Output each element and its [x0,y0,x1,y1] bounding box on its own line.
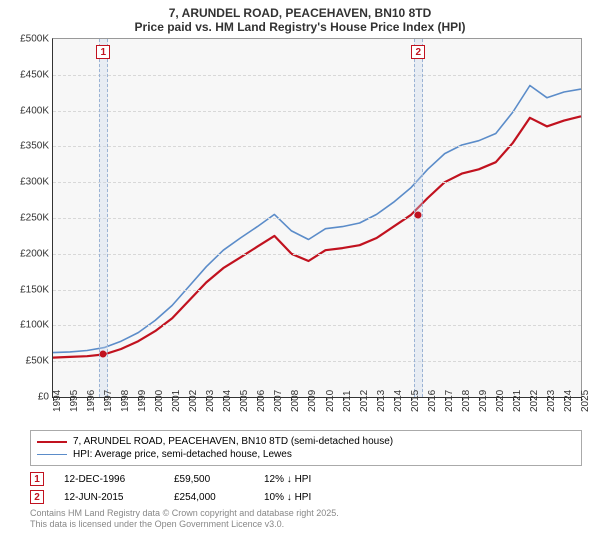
y-axis-label: £0 [11,392,49,403]
attribution-line1: Contains HM Land Registry data © Crown c… [30,508,582,519]
chart-title-line1: 7, ARUNDEL ROAD, PEACEHAVEN, BN10 8TD [10,6,590,20]
highlight-band [99,39,108,397]
chart-title-line2: Price paid vs. HM Land Registry's House … [10,20,590,34]
legend: 7, ARUNDEL ROAD, PEACEHAVEN, BN10 8TD (s… [30,430,582,466]
gridline [53,325,581,326]
y-axis-label: £450K [11,69,49,80]
sale-row: 2 12-JUN-2015 £254,000 10% ↓ HPI [30,488,582,506]
y-axis-label: £250K [11,213,49,224]
gridline [53,254,581,255]
sale-date: 12-JUN-2015 [64,492,154,503]
chart-container: 7, ARUNDEL ROAD, PEACEHAVEN, BN10 8TD Pr… [0,0,600,560]
sale-marker-badge: 2 [30,490,44,504]
x-axis-labels: 1994199519961997199819992000200120022003… [52,398,582,426]
series-hpi [53,86,581,353]
sales-table: 1 12-DEC-1996 £59,500 12% ↓ HPI 2 12-JUN-2015… [30,470,582,506]
attribution: Contains HM Land Registry data © Crown c… [30,508,582,531]
sale-marker-label: 1 [96,45,110,59]
legend-label: 7, ARUNDEL ROAD, PEACEHAVEN, BN10 8TD (s… [73,436,393,447]
sale-row: 1 12-DEC-1996 £59,500 12% ↓ HPI [30,470,582,488]
series-price_paid [53,116,581,357]
y-axis-label: £100K [11,320,49,331]
sale-marker-badge: 1 [30,472,44,486]
y-axis-label: £400K [11,105,49,116]
sale-date: 12-DEC-1996 [64,474,154,485]
gridline [53,111,581,112]
y-axis-label: £350K [11,141,49,152]
legend-swatch [37,454,67,455]
attribution-line2: This data is licensed under the Open Gov… [30,519,582,530]
gridline [53,182,581,183]
legend-item: 7, ARUNDEL ROAD, PEACEHAVEN, BN10 8TD (s… [37,435,575,448]
y-axis-label: £300K [11,177,49,188]
y-axis-label: £500K [11,34,49,45]
y-axis-label: £50K [11,356,49,367]
gridline [53,146,581,147]
y-axis-label: £200K [11,248,49,259]
y-axis-label: £150K [11,284,49,295]
gridline [53,290,581,291]
gridline [53,218,581,219]
sale-marker-label: 2 [411,45,425,59]
sale-delta: 10% ↓ HPI [264,492,311,503]
sale-marker-dot [415,212,422,219]
legend-swatch [37,441,67,443]
gridline [53,361,581,362]
plot-area: £0£50K£100K£150K£200K£250K£300K£350K£400… [52,38,582,398]
sale-price: £59,500 [174,474,244,485]
legend-item: HPI: Average price, semi-detached house,… [37,448,575,461]
legend-label: HPI: Average price, semi-detached house,… [73,449,292,460]
sale-marker-dot [100,351,107,358]
chart-titles: 7, ARUNDEL ROAD, PEACEHAVEN, BN10 8TD Pr… [10,6,590,34]
sale-price: £254,000 [174,492,244,503]
sale-delta: 12% ↓ HPI [264,474,311,485]
gridline [53,75,581,76]
x-axis-label: 2025 [580,390,600,412]
